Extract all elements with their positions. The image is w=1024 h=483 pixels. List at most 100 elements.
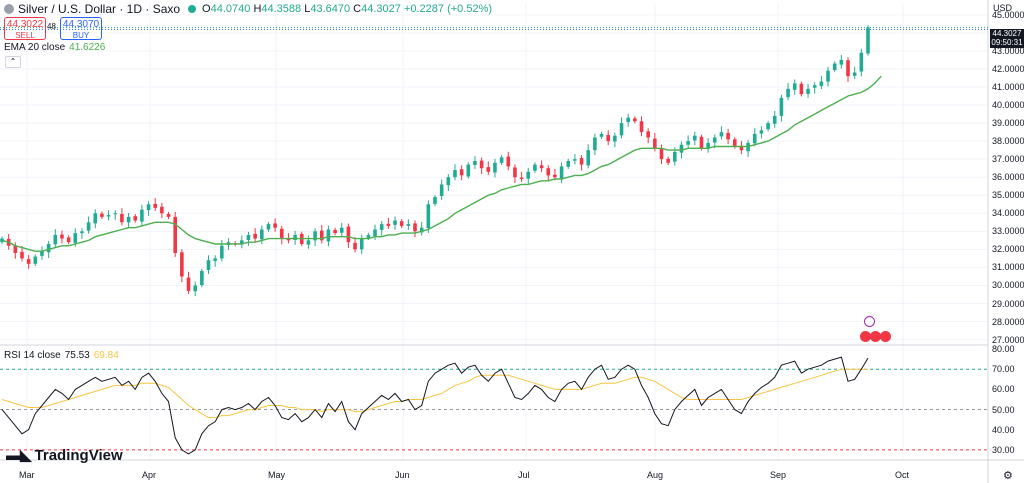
candle — [772, 115, 777, 124]
gear-icon[interactable]: ⚙ — [1003, 470, 1013, 482]
candle — [513, 167, 517, 178]
tradingview-logo[interactable]: ▬◣ TradingView — [6, 446, 123, 465]
candle — [566, 160, 571, 167]
price-tick-label: 37.0000 — [992, 154, 1024, 165]
candle — [633, 118, 637, 122]
buy-button[interactable]: 44.3070 BUY — [60, 17, 102, 40]
candle — [359, 238, 364, 250]
ema-legend[interactable]: EMA 20 close 41.6226 — [4, 42, 105, 53]
candle — [406, 224, 411, 226]
candle — [286, 238, 291, 241]
buy-price: 44.3070 — [62, 19, 100, 30]
candle — [686, 141, 690, 145]
price-tick-label: 29.0000 — [992, 298, 1024, 309]
price-tick-label: 31.0000 — [992, 262, 1024, 273]
candle — [293, 234, 297, 240]
rsi-tick-label: 60.00 — [992, 384, 1015, 395]
tradingview-logo-icon: ▬◣ — [6, 447, 32, 464]
candle — [220, 245, 224, 259]
spread-value: 48 — [47, 22, 56, 31]
price-tick-label: 41.0000 — [992, 81, 1024, 92]
price-tick-label: 45.0000 — [992, 9, 1024, 20]
candle — [273, 223, 277, 228]
candle — [353, 242, 357, 250]
candle — [866, 27, 870, 54]
ema-label: EMA 20 close — [4, 42, 66, 53]
price-tick-label: 33.0000 — [992, 226, 1024, 237]
candle — [180, 252, 184, 277]
candle — [419, 227, 424, 233]
candle — [166, 214, 171, 217]
candle — [46, 243, 51, 253]
rsi-tick-label: 70.00 — [992, 364, 1015, 375]
candle — [413, 223, 417, 232]
candle — [459, 169, 464, 176]
candle — [839, 59, 844, 65]
candle — [439, 184, 444, 196]
candle — [26, 259, 31, 264]
candle — [779, 97, 784, 116]
rsi-tick-label: 50.00 — [992, 404, 1015, 415]
buy-label: BUY — [72, 31, 90, 40]
candle — [646, 131, 650, 138]
candle — [120, 214, 124, 223]
event-marker-icon[interactable] — [864, 316, 875, 327]
price-tick-label: 38.0000 — [992, 136, 1024, 147]
time-tick-label: Apr — [142, 470, 157, 480]
silver-icon — [4, 4, 14, 14]
time-tick-label: Oct — [895, 470, 910, 480]
candle — [333, 229, 337, 234]
candle — [93, 213, 98, 224]
symbol-title[interactable]: Silver / U.S. Dollar · 1D · Saxo — [18, 2, 181, 16]
symbol-header[interactable]: Silver / U.S. Dollar · 1D · Saxo O44.074… — [4, 2, 492, 16]
candle — [812, 85, 817, 88]
candle — [579, 158, 584, 165]
candle — [846, 60, 850, 77]
candle — [752, 133, 757, 144]
candle — [133, 216, 138, 221]
candle — [240, 240, 244, 245]
candle — [479, 160, 484, 169]
candle — [80, 231, 84, 234]
rsi-label: RSI 14 close — [4, 350, 61, 361]
ohlc-values: O44.0740 H44.3588 L43.6470 C44.3027 +0.2… — [202, 3, 493, 15]
candle — [466, 164, 471, 177]
candle — [859, 52, 864, 72]
candle — [719, 132, 724, 137]
candle — [379, 224, 384, 230]
candle — [599, 133, 604, 137]
us-flag-icon[interactable] — [860, 331, 871, 342]
price-tick-label: 40.0000 — [992, 100, 1024, 111]
current-price-tag: 44.3027 09:50:31 — [990, 29, 1024, 48]
sell-label: SELL — [15, 31, 35, 40]
rsi-legend[interactable]: RSI 14 close 75.53 69.84 — [4, 350, 119, 361]
rsi-ma-value: 69.84 — [93, 350, 119, 361]
candle — [739, 145, 744, 151]
us-flag-icon[interactable] — [880, 331, 891, 342]
candle — [319, 230, 324, 241]
time-tick-label: Aug — [647, 470, 664, 480]
us-flag-icon[interactable] — [870, 331, 881, 342]
candle — [613, 135, 617, 142]
currency-label[interactable]: USD — [993, 3, 1013, 13]
candle — [20, 251, 24, 259]
candle — [326, 229, 331, 242]
countdown: 09:50:31 — [991, 38, 1023, 47]
candle — [113, 213, 118, 215]
collapse-legend-button[interactable]: ⌃ — [5, 56, 21, 68]
candle — [126, 216, 131, 223]
candle — [539, 165, 544, 169]
candle — [373, 229, 377, 237]
price-tick-label: 28.0000 — [992, 316, 1024, 327]
candle — [100, 213, 104, 217]
sell-button[interactable]: 44.3022 SELL — [4, 17, 46, 40]
candle — [553, 174, 557, 178]
candle — [693, 135, 697, 141]
rsi-ma-line — [1, 368, 869, 419]
rsi-tick-label: 30.00 — [992, 444, 1015, 455]
candle — [0, 238, 4, 243]
candle — [446, 177, 451, 186]
candle — [792, 83, 797, 90]
candle — [559, 166, 564, 179]
